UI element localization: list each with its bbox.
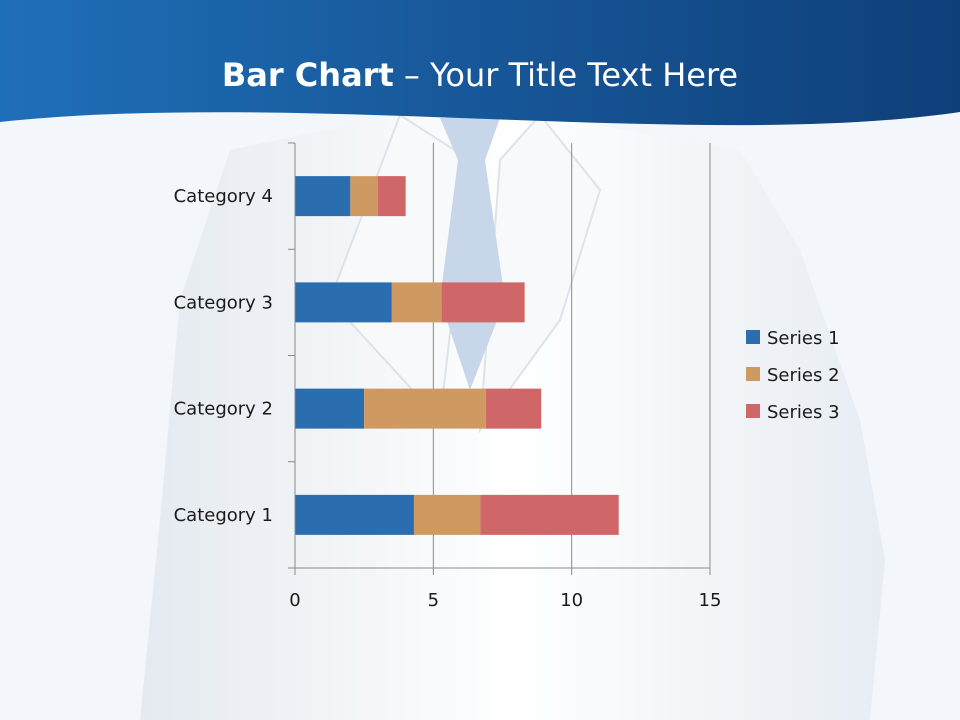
legend-swatch-3 [746, 404, 760, 418]
bar-3-3 [441, 282, 525, 323]
coat-lapel-right [478, 113, 602, 434]
category-label: Category 4 [174, 186, 273, 207]
x-tick-label: 0 [289, 590, 300, 611]
header-band [0, 0, 960, 126]
bar-2-4 [350, 176, 378, 217]
bar-3-1 [480, 494, 619, 535]
legend-label-3: Series 3 [767, 402, 840, 423]
bar-3-2 [485, 388, 542, 429]
slide-title-rest: – Your Title Text Here [393, 56, 739, 94]
slide-title: Bar Chart – Your Title Text Here [0, 52, 960, 98]
axes [288, 142, 711, 575]
bar-2-3 [391, 282, 442, 323]
category-label: Category 2 [174, 399, 273, 420]
x-tick-label: 5 [428, 590, 439, 611]
legend-label-2: Series 2 [767, 365, 840, 386]
bar-1-2 [295, 388, 365, 429]
x-tick-label: 15 [699, 590, 722, 611]
category-label: Category 3 [174, 292, 273, 313]
legend-label-1: Series 1 [767, 328, 840, 349]
bar-1-3 [295, 282, 392, 323]
bars [295, 176, 619, 535]
bar-2-2 [364, 388, 486, 429]
bar-1-4 [295, 176, 351, 217]
legend-swatch-1 [746, 330, 760, 344]
x-tick-label: 10 [560, 590, 583, 611]
category-label: Category 1 [174, 505, 273, 526]
bar-1-1 [295, 494, 414, 535]
slide-title-bold: Bar Chart [221, 56, 394, 94]
axis-labels: 0 5 10 15 Category 1 Category 2 Category 3 Cate… [174, 186, 722, 611]
legend-swatch-2 [746, 367, 760, 381]
bar-3-4 [378, 176, 406, 217]
legend: Series 1 Series 2 Series 3 [746, 328, 840, 423]
bar-2-1 [413, 494, 481, 535]
